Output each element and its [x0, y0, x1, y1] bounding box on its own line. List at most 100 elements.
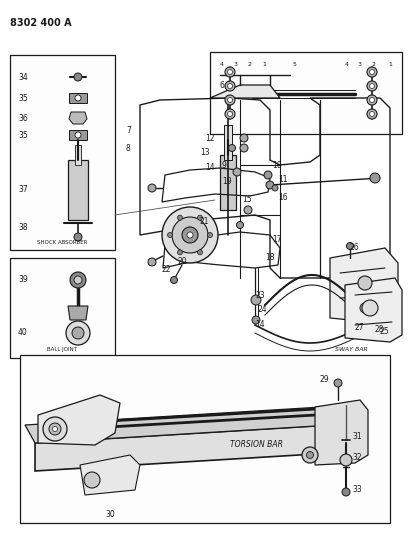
Bar: [10, 258, 115, 358]
Text: 38: 38: [18, 222, 27, 231]
Circle shape: [250, 295, 261, 305]
Circle shape: [172, 217, 207, 253]
Text: 5: 5: [292, 61, 296, 67]
Circle shape: [227, 98, 232, 102]
Circle shape: [197, 215, 202, 220]
Circle shape: [239, 134, 247, 142]
Text: 3: 3: [234, 61, 237, 67]
Circle shape: [346, 243, 353, 249]
Circle shape: [369, 69, 373, 75]
Circle shape: [75, 95, 81, 101]
Circle shape: [170, 277, 177, 284]
Text: 26: 26: [349, 244, 359, 253]
Circle shape: [177, 250, 182, 255]
Polygon shape: [68, 306, 88, 320]
Polygon shape: [314, 400, 367, 465]
Text: 21: 21: [200, 217, 209, 227]
Bar: [69, 130, 87, 140]
Text: SWAY BAR: SWAY BAR: [334, 348, 367, 352]
Circle shape: [369, 173, 379, 183]
Circle shape: [306, 451, 313, 458]
Text: 10: 10: [271, 160, 281, 169]
Text: 23: 23: [255, 290, 265, 300]
Text: 8: 8: [126, 143, 130, 152]
Circle shape: [333, 379, 341, 387]
Circle shape: [341, 488, 349, 496]
Circle shape: [74, 233, 82, 241]
Text: 20: 20: [178, 257, 187, 266]
Circle shape: [162, 207, 218, 263]
Text: 3: 3: [357, 61, 361, 67]
Circle shape: [84, 472, 100, 488]
Text: 11: 11: [277, 175, 287, 184]
Circle shape: [49, 423, 61, 435]
Circle shape: [225, 95, 234, 105]
Text: 27: 27: [354, 324, 364, 333]
Circle shape: [72, 327, 84, 339]
Circle shape: [263, 171, 271, 179]
Polygon shape: [80, 455, 139, 495]
Polygon shape: [344, 278, 401, 342]
Circle shape: [207, 232, 212, 238]
Text: 17: 17: [271, 236, 281, 245]
Text: 35: 35: [18, 93, 28, 102]
Circle shape: [74, 276, 82, 284]
Circle shape: [228, 144, 235, 151]
Circle shape: [369, 84, 373, 88]
Text: 40: 40: [18, 328, 28, 337]
Circle shape: [369, 111, 373, 117]
Circle shape: [43, 417, 67, 441]
Circle shape: [366, 81, 376, 91]
Text: 22: 22: [162, 265, 171, 274]
Bar: [20, 355, 389, 523]
Circle shape: [70, 272, 86, 288]
Text: 4: 4: [344, 61, 348, 67]
Text: 36: 36: [18, 114, 28, 123]
Circle shape: [232, 168, 240, 176]
Text: TORSION BAR: TORSION BAR: [229, 440, 282, 449]
Circle shape: [225, 109, 234, 119]
Circle shape: [75, 132, 81, 138]
Text: BALL JOINT: BALL JOINT: [47, 348, 77, 352]
Circle shape: [301, 447, 317, 463]
Circle shape: [182, 227, 198, 243]
Text: 19: 19: [221, 177, 231, 187]
Text: 39: 39: [18, 276, 28, 285]
Text: 12: 12: [204, 133, 214, 142]
Text: 7: 7: [126, 125, 130, 134]
Text: 8302 400 A: 8302 400 A: [10, 18, 72, 28]
Polygon shape: [209, 85, 279, 98]
Text: 14: 14: [254, 320, 264, 329]
Text: 4: 4: [220, 61, 223, 67]
Circle shape: [357, 276, 371, 290]
Text: 2: 2: [247, 61, 252, 67]
Circle shape: [227, 84, 232, 88]
Text: SHOCK ABSORBER: SHOCK ABSORBER: [37, 239, 88, 245]
Circle shape: [359, 303, 369, 313]
Circle shape: [197, 250, 202, 255]
Circle shape: [167, 232, 172, 238]
Text: 37: 37: [18, 185, 28, 195]
Circle shape: [187, 232, 193, 238]
Circle shape: [148, 258, 155, 266]
Circle shape: [148, 184, 155, 192]
Polygon shape: [25, 405, 364, 443]
Polygon shape: [329, 248, 397, 323]
Bar: [223, 125, 231, 160]
Text: 30: 30: [105, 511, 115, 520]
Text: 35: 35: [18, 131, 28, 140]
Text: 1: 1: [387, 61, 391, 67]
Bar: [68, 160, 88, 220]
Circle shape: [227, 111, 232, 117]
Bar: [220, 155, 236, 210]
Circle shape: [252, 316, 259, 324]
Text: 15: 15: [241, 196, 251, 205]
Text: 2: 2: [371, 61, 375, 67]
Text: 18: 18: [264, 254, 274, 262]
Text: 6: 6: [220, 80, 224, 90]
Circle shape: [366, 109, 376, 119]
Text: 29: 29: [319, 376, 329, 384]
Text: 24: 24: [257, 305, 267, 314]
Text: 33: 33: [351, 486, 361, 495]
Circle shape: [177, 215, 182, 220]
